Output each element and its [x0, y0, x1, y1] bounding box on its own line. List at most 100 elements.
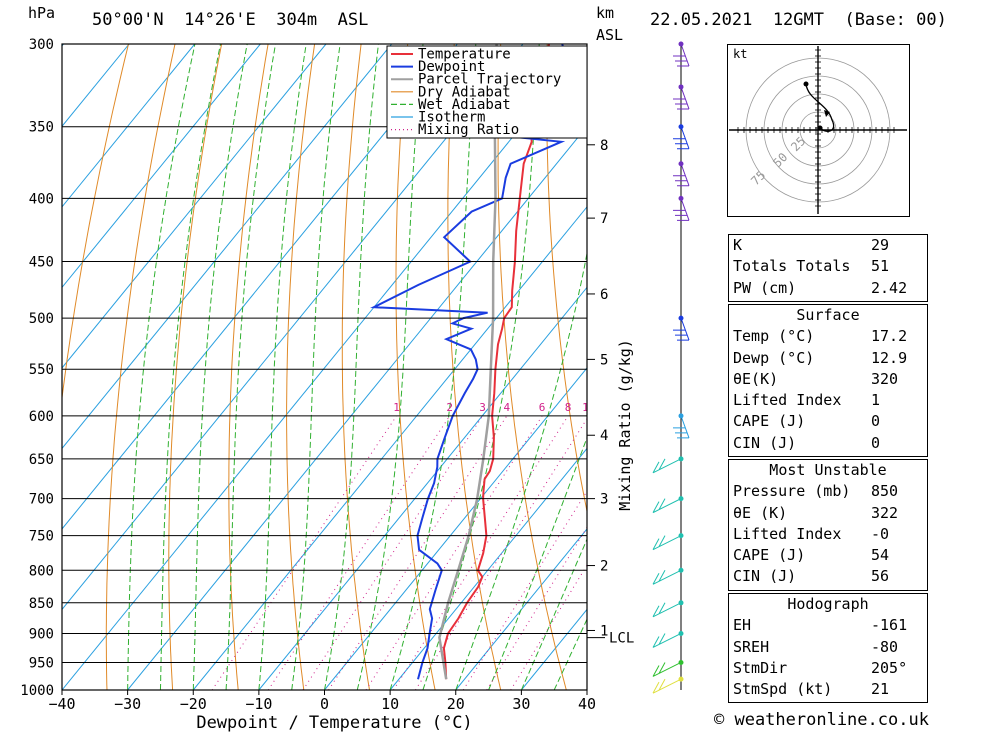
indices-panel: K 29 Totals Totals 51 PW (cm) 2.42 — [728, 234, 928, 302]
isotherm-line — [62, 44, 327, 369]
mixing-ratio-label: 8 — [565, 401, 572, 414]
surface-row: CIN (J) 0 — [729, 433, 927, 454]
wind-barb — [673, 198, 690, 221]
wind-barb — [652, 678, 682, 694]
most-unstable-label: CAPE (J) — [733, 546, 806, 565]
hodograph-top-dot — [803, 81, 809, 87]
pressure-tick-label: 1000 — [20, 683, 54, 699]
km-tick-label: 5 — [600, 352, 608, 368]
most-unstable-value: -0 — [871, 524, 890, 543]
dry-adiabat-line — [966, 44, 1000, 690]
legend-entry: Dewpoint — [418, 59, 485, 75]
surface-label: Temp (°C) — [733, 327, 815, 346]
mixing-ratio-line — [302, 415, 484, 690]
wind-barb — [673, 163, 690, 187]
isotherm-line — [62, 45, 587, 690]
index-row: Totals Totals 51 — [729, 256, 927, 277]
wind-barb — [673, 317, 690, 341]
mixing-ratio-line — [211, 415, 398, 690]
pressure-tick-label: 450 — [29, 255, 54, 271]
most-unstable-value: 54 — [871, 546, 890, 565]
isotherm-line — [62, 44, 393, 450]
asl-label: ASL — [596, 26, 624, 44]
footer-credit[interactable]: © weatheronline.co.uk — [714, 710, 929, 730]
hpa-unit-label: hPa — [28, 4, 56, 22]
wet-adiabat-line — [324, 44, 379, 690]
wind-barb — [652, 602, 682, 618]
wet-adiabat-line — [225, 44, 276, 690]
x-tick-label: 30 — [512, 695, 530, 713]
surface-panel: Surface Temp (°C) 17.2 Dewp (°C) 12.9 θE(K) 3… — [728, 304, 928, 457]
surface-row: θE(K) 320 — [729, 369, 927, 390]
index-label: Totals Totals — [733, 257, 851, 276]
hodograph-stat-label: StmDir — [733, 658, 788, 677]
x-tick-label: −30 — [114, 695, 141, 713]
pressure-tick-label: 400 — [29, 191, 54, 207]
parcel-trajectory-line — [438, 44, 498, 680]
hodograph-stat-value: 205° — [871, 658, 908, 677]
mixing-ratio-label: 4 — [503, 401, 510, 414]
mixing-ratio-axis-label: Mixing Ratio (g/kg) — [616, 339, 634, 511]
most-unstable-row: θE (K) 322 — [729, 503, 927, 524]
mixing-ratio-label: 10 — [582, 401, 595, 414]
wind-barb — [673, 43, 690, 67]
mixing-ratio-line — [414, 417, 587, 690]
surface-label: Lifted Index — [733, 391, 842, 410]
surface-value: 0 — [871, 433, 881, 452]
hodograph-unit-label: kt — [733, 47, 747, 61]
most-unstable-value: 322 — [871, 503, 899, 522]
pressure-tick-label: 950 — [29, 655, 54, 671]
storm-motion-arrow-icon — [824, 110, 830, 117]
most-unstable-row: Lifted Index -0 — [729, 524, 927, 545]
index-label: K — [733, 236, 743, 254]
surface-row: CAPE (J) 0 — [729, 411, 927, 432]
surface-value: 17.2 — [871, 327, 908, 346]
surface-value: 0 — [871, 412, 881, 431]
dry-adiabat-line — [286, 44, 316, 690]
pressure-tick-label: 800 — [29, 563, 54, 579]
wet-adiabat-line — [520, 537, 587, 690]
hodograph-stat-value: -80 — [871, 637, 899, 656]
most-unstable-panel: Most Unstable Pressure (mb) 850 θE (K) 322 L… — [728, 459, 928, 591]
surface-label: Dewp (°C) — [733, 348, 815, 367]
legend-entry: Temperature — [418, 47, 511, 63]
hodograph-stat-row: StmSpd (kt) 21 — [729, 679, 927, 700]
most-unstable-title: Most Unstable — [769, 461, 887, 479]
pressure-tick-label: 900 — [29, 626, 54, 642]
surface-value: 1 — [871, 391, 881, 410]
mixing-ratio-label: 3 — [479, 401, 486, 414]
wind-barb — [652, 569, 682, 585]
legend-entry: Mixing Ratio — [418, 122, 519, 138]
km-tick-label: 2 — [600, 559, 608, 575]
isotherm-line — [192, 206, 587, 690]
most-unstable-label: CIN (J) — [733, 567, 797, 586]
dry-adiabat-line — [228, 44, 269, 690]
wind-barb — [652, 535, 682, 551]
km-tick-label: 8 — [600, 138, 608, 154]
hodograph-trace — [805, 83, 835, 132]
legend-entry: Wet Adiabat — [418, 97, 511, 113]
isotherm-line — [62, 44, 458, 530]
hodograph-stat-row: StmDir 205° — [729, 658, 927, 679]
km-tick-label: 3 — [600, 492, 608, 508]
datetime-label: 22.05.2021 12GMT (Base: 00) — [650, 10, 947, 30]
index-value: 2.42 — [871, 278, 908, 297]
x-tick-label: 40 — [578, 695, 596, 713]
km-tick-label: 7 — [600, 211, 608, 227]
hodograph-stat-label: EH — [733, 616, 752, 635]
surface-label: CAPE (J) — [733, 412, 806, 431]
isotherm-line — [62, 44, 130, 128]
legend-entry: Isotherm — [418, 110, 485, 126]
hodograph-stats-panel: Hodograph EH -161 SREH -80 StmDir 205° StmSpd … — [728, 593, 928, 703]
x-tick-label: 20 — [447, 695, 465, 713]
pressure-tick-label: 650 — [29, 452, 54, 468]
hodograph-surface-dot — [817, 125, 823, 131]
wet-adiabat-line — [192, 44, 248, 690]
dewpoint-line — [370, 44, 569, 680]
surface-title: Surface — [796, 306, 860, 324]
pressure-tick-label: 350 — [29, 120, 54, 136]
wind-barb — [673, 86, 690, 110]
dry-adiabat-line — [62, 44, 129, 402]
wet-adiabat-line — [159, 44, 221, 690]
pressure-tick-label: 550 — [29, 362, 54, 378]
